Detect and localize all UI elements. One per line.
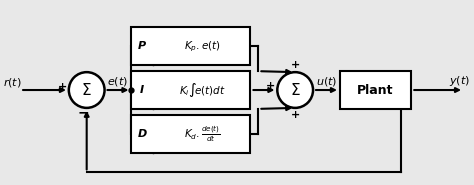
Text: $e(t)$: $e(t)$ [108, 75, 128, 88]
Text: −: − [78, 106, 90, 120]
Text: $r(t)$: $r(t)$ [3, 76, 22, 89]
Text: +: + [291, 110, 300, 120]
Bar [131, 28, 250, 65]
Bar [340, 71, 411, 109]
Bar [131, 71, 250, 109]
Text: $y(t)$: $y(t)$ [449, 74, 471, 88]
Circle shape [277, 72, 313, 108]
Text: $K_i\int\!e(t)dt$: $K_i\int\!e(t)dt$ [179, 81, 225, 99]
Text: $\Sigma$: $\Sigma$ [82, 82, 92, 98]
Text: $K_p.e(t)$: $K_p.e(t)$ [183, 39, 220, 53]
Circle shape [69, 72, 105, 108]
Text: P: P [138, 41, 146, 51]
Text: +: + [291, 60, 300, 70]
Text: Plant: Plant [357, 83, 394, 97]
Text: +: + [266, 81, 275, 91]
Text: +: + [58, 82, 67, 92]
Text: D: D [137, 129, 147, 139]
Bar [131, 115, 250, 153]
Text: $K_d.\frac{de(t)}{dt}$: $K_d.\frac{de(t)}{dt}$ [183, 124, 220, 144]
Text: I: I [140, 85, 145, 95]
Text: $\Sigma$: $\Sigma$ [290, 82, 301, 98]
Text: $u(t)$: $u(t)$ [316, 75, 337, 88]
